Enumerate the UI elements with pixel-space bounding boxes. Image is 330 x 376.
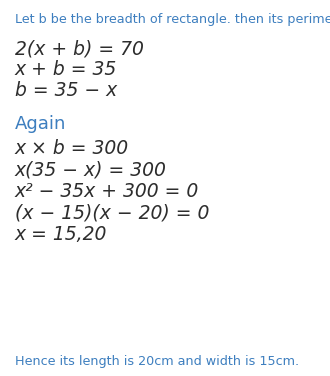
- Text: x² − 35x + 300 = 0: x² − 35x + 300 = 0: [15, 182, 199, 201]
- Text: Again: Again: [15, 115, 66, 133]
- Text: x(35 − x) = 300: x(35 − x) = 300: [15, 161, 167, 180]
- Text: x × b = 300: x × b = 300: [15, 139, 129, 158]
- Text: x = 15,20: x = 15,20: [15, 225, 107, 244]
- Text: x + b = 35: x + b = 35: [15, 60, 117, 79]
- Text: Let b be the breadth of rectangle. then its perimeter: Let b be the breadth of rectangle. then …: [15, 13, 330, 26]
- Text: 2(x + b) = 70: 2(x + b) = 70: [15, 39, 144, 59]
- Text: b = 35 − x: b = 35 − x: [15, 81, 117, 100]
- Text: (x − 15)(x − 20) = 0: (x − 15)(x − 20) = 0: [15, 203, 209, 223]
- Text: Hence its length is 20cm and width is 15cm.: Hence its length is 20cm and width is 15…: [15, 355, 299, 368]
